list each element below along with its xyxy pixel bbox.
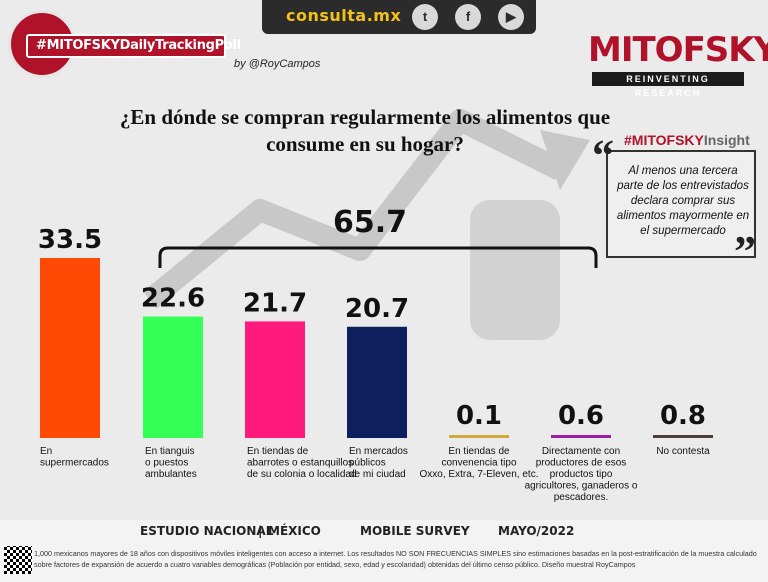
bar-value-label-5: 0.1	[456, 401, 502, 431]
bar-5	[449, 435, 509, 438]
bar-value-label-3: 21.7	[243, 288, 307, 318]
category-label-1: supermercados	[40, 458, 109, 469]
bar-7	[653, 435, 713, 438]
bar-value-label-4: 20.7	[345, 294, 409, 324]
category-label-6: productos tipo	[550, 469, 613, 480]
top-bar: consulta.mx t f ▶	[262, 0, 536, 34]
bar-value-label-6: 0.6	[558, 401, 604, 431]
insight-box: Al menos una tercera parte de los entrev…	[606, 150, 756, 258]
footer-separator: |	[258, 524, 263, 538]
footer-note: 1,000 mexicanos mayores de 18 años con d…	[34, 549, 757, 569]
category-label-2: ambulantes	[145, 469, 197, 480]
insight-tag: #MITOFSKYInsight	[624, 132, 750, 148]
bar-value-label-2: 22.6	[141, 284, 205, 314]
insight-tag-b: Insight	[703, 132, 750, 148]
site-link[interactable]: consulta.mx	[286, 6, 402, 25]
category-label-6: productores de esos	[536, 458, 627, 469]
category-label-2: o puestos	[145, 458, 188, 469]
category-label-6: agricultores, ganaderos o	[525, 481, 638, 492]
category-label-6: Directamente con	[542, 446, 620, 457]
group-total-label: 65.7	[333, 205, 407, 240]
brand-tagline: REINVENTING RESEARCH	[592, 72, 744, 98]
close-quote-icon: ”	[734, 227, 756, 276]
insight-tag-a: #MITOFSKY	[624, 132, 704, 148]
bar-2	[143, 316, 203, 438]
category-label-7: No contesta	[656, 446, 710, 457]
footer-study: ESTUDIO NACIONAL	[140, 524, 274, 538]
open-quote-icon: “	[592, 131, 614, 180]
facebook-icon[interactable]: f	[455, 4, 481, 30]
question-title: ¿En dónde se compran regularmente los al…	[100, 104, 630, 158]
category-label-3: abarrotes o estanquillos	[247, 458, 353, 469]
category-label-5: Oxxo, Extra, 7-Eleven, etc.	[420, 469, 539, 480]
footer-country: MÉXICO	[268, 524, 321, 538]
bar-value-label-7: 0.8	[660, 401, 706, 431]
hashtag-label: #MITOFSKYDailyTrackingPoll	[26, 34, 241, 58]
category-label-1: En	[40, 446, 52, 457]
footer-survey: MOBILE SURVEY	[360, 524, 470, 538]
qr-code	[4, 546, 32, 574]
question-line-2: consume en su hogar?	[266, 132, 464, 156]
category-label-5: convenencia tipo	[441, 458, 516, 469]
group-bracket	[158, 246, 598, 268]
bar-1	[40, 258, 100, 438]
footer-date: MAYO/2022	[498, 524, 575, 538]
bar-4	[347, 326, 407, 438]
bar-value-label-1: 33.5	[38, 225, 102, 255]
category-label-4: En mercados	[349, 446, 408, 457]
category-label-3: de su colonia o localidad	[247, 469, 357, 480]
question-line-1: ¿En dónde se compran regularmente los al…	[119, 105, 611, 129]
category-label-3: En tiendas de	[247, 446, 309, 457]
category-label-6: pescadores.	[554, 492, 608, 503]
category-label-4: de mi ciudad	[349, 469, 406, 480]
twitter-icon[interactable]: t	[412, 4, 438, 30]
bar-6	[551, 435, 611, 438]
hashtag-badge: #MITOFSKYDailyTrackingPoll	[8, 10, 241, 78]
bar-3	[245, 321, 305, 438]
brand-logo: MITOFSKY	[588, 30, 768, 70]
insight-text: Al menos una tercera parte de los entrev…	[616, 165, 750, 237]
category-label-4: públicos	[349, 458, 386, 469]
category-label-2: En tianguis	[145, 446, 194, 457]
byline: by @RoyCampos	[234, 58, 321, 70]
youtube-icon[interactable]: ▶	[498, 4, 524, 30]
category-label-5: En tiendas de	[448, 446, 510, 457]
footer-band	[0, 520, 768, 582]
